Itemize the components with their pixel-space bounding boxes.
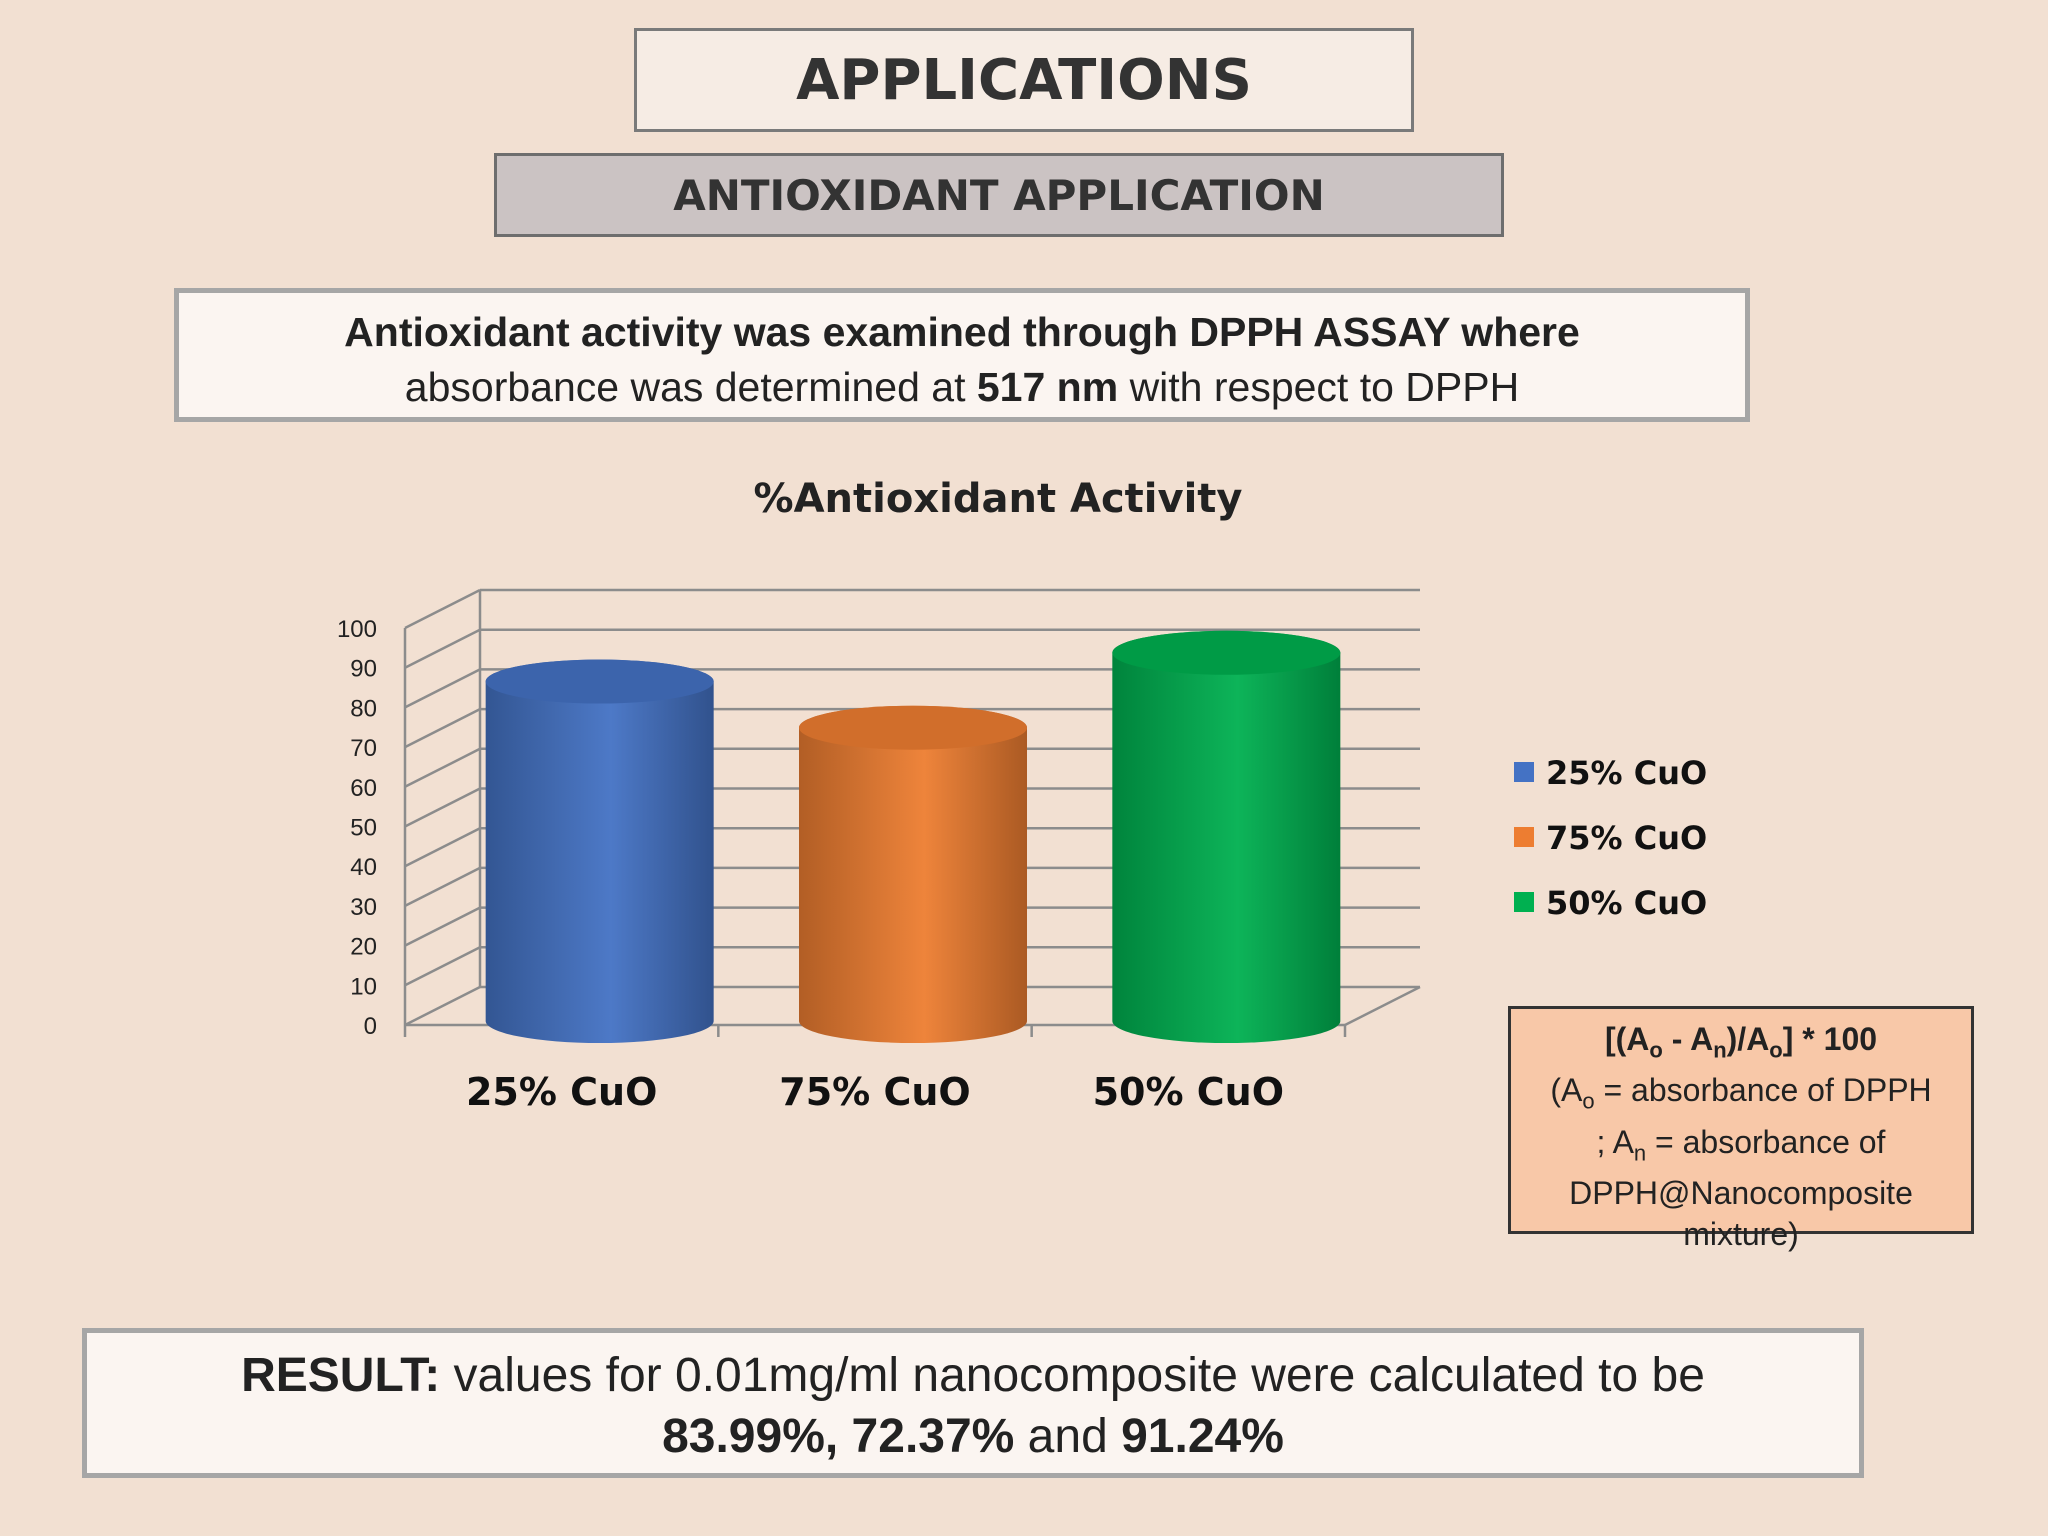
intro-line-1: Antioxidant activity was examined throug… bbox=[344, 309, 1580, 355]
legend-swatch bbox=[1514, 827, 1534, 847]
chart-title: %Antioxidant Activity bbox=[754, 476, 1243, 522]
chart-legend: 25% CuO 75% CuO 50% CuO bbox=[1514, 754, 1707, 922]
y-tick-label: 0 bbox=[364, 1013, 377, 1040]
formula-def-4: mixture) bbox=[1683, 1216, 1799, 1253]
bar-1 bbox=[485, 659, 714, 1043]
y-tick-label: 80 bbox=[350, 695, 377, 722]
x-category-label: 25% CuO bbox=[466, 1070, 657, 1114]
bar-top bbox=[485, 659, 714, 704]
intro-text-box: Antioxidant activity was examined throug… bbox=[174, 288, 1750, 422]
formula-equation: [(Ao - An)/Ao] * 100 bbox=[1604, 1021, 1878, 1063]
y-tick-label: 10 bbox=[350, 973, 377, 1000]
gridline-side bbox=[404, 946, 481, 987]
gridline-side bbox=[404, 906, 481, 947]
formula-def-3: DPPH@Nanocomposite bbox=[1569, 1175, 1913, 1212]
gridline-side bbox=[404, 866, 481, 908]
x-category-label: 75% CuO bbox=[779, 1070, 970, 1114]
y-tick-label: 100 bbox=[337, 616, 377, 643]
gridline-side bbox=[404, 787, 481, 828]
bar-top bbox=[1112, 630, 1341, 675]
legend-swatch bbox=[1514, 892, 1534, 912]
formula-def-2: ; An = absorbance of bbox=[1596, 1123, 1886, 1166]
bar-top bbox=[799, 705, 1027, 750]
bar-body bbox=[485, 659, 714, 1043]
chart-bars bbox=[485, 630, 1341, 1043]
y-tick-label: 60 bbox=[350, 775, 377, 802]
legend-swatch bbox=[1514, 762, 1534, 782]
intro-line-2: absorbance was determined at 517 nm with… bbox=[404, 364, 1520, 410]
y-tick-label: 30 bbox=[350, 894, 377, 921]
legend-label: 50% CuO bbox=[1546, 884, 1707, 922]
result-box: RESULT: values for 0.01mg/ml nanocomposi… bbox=[82, 1328, 1864, 1478]
legend-item: 75% CuO bbox=[1514, 819, 1707, 857]
gridline-side bbox=[404, 985, 481, 1027]
legend-label: 25% CuO bbox=[1546, 754, 1707, 792]
gridline-side bbox=[404, 747, 481, 788]
gridline-side bbox=[404, 668, 481, 709]
y-tick-label: 90 bbox=[350, 656, 377, 683]
formula-box: [(Ao - An)/Ao] * 100 (Ao = absorbance of… bbox=[1508, 1006, 1974, 1252]
bar-2 bbox=[799, 705, 1027, 1043]
result-line-2: 83.99%, 72.37% and 91.24% bbox=[662, 1410, 1284, 1463]
y-tick-label: 50 bbox=[350, 815, 377, 842]
legend-item: 25% CuO bbox=[1514, 754, 1707, 792]
gridline-side bbox=[404, 628, 481, 669]
section-subtitle: ANTIOXIDANT APPLICATION bbox=[494, 153, 1504, 237]
gridline-side bbox=[404, 827, 481, 868]
y-axis-ticks: 0 10 20 30 40 50 60 70 80 90 100 bbox=[337, 616, 377, 1040]
bar-body bbox=[1112, 630, 1341, 1043]
x-category-label: 50% CuO bbox=[1093, 1070, 1284, 1114]
bar-3 bbox=[1112, 630, 1341, 1043]
formula-def-1: (Ao = absorbance of DPPH bbox=[1550, 1072, 1932, 1114]
legend-item: 50% CuO bbox=[1514, 884, 1707, 922]
y-tick-label: 20 bbox=[350, 934, 377, 961]
legend-label: 75% CuO bbox=[1546, 819, 1707, 857]
y-tick-label: 40 bbox=[350, 854, 377, 881]
bar-body bbox=[799, 705, 1027, 1043]
x-axis-labels: 25% CuO 75% CuO 50% CuO bbox=[466, 1070, 1284, 1114]
y-tick-label: 70 bbox=[350, 735, 377, 762]
gridline-side bbox=[404, 588, 481, 630]
floor-edge bbox=[1344, 985, 1421, 1027]
gridline-side bbox=[404, 707, 481, 749]
slide-title: APPLICATIONS bbox=[634, 28, 1414, 132]
result-line-1: RESULT: values for 0.01mg/ml nanocomposi… bbox=[241, 1349, 1705, 1402]
